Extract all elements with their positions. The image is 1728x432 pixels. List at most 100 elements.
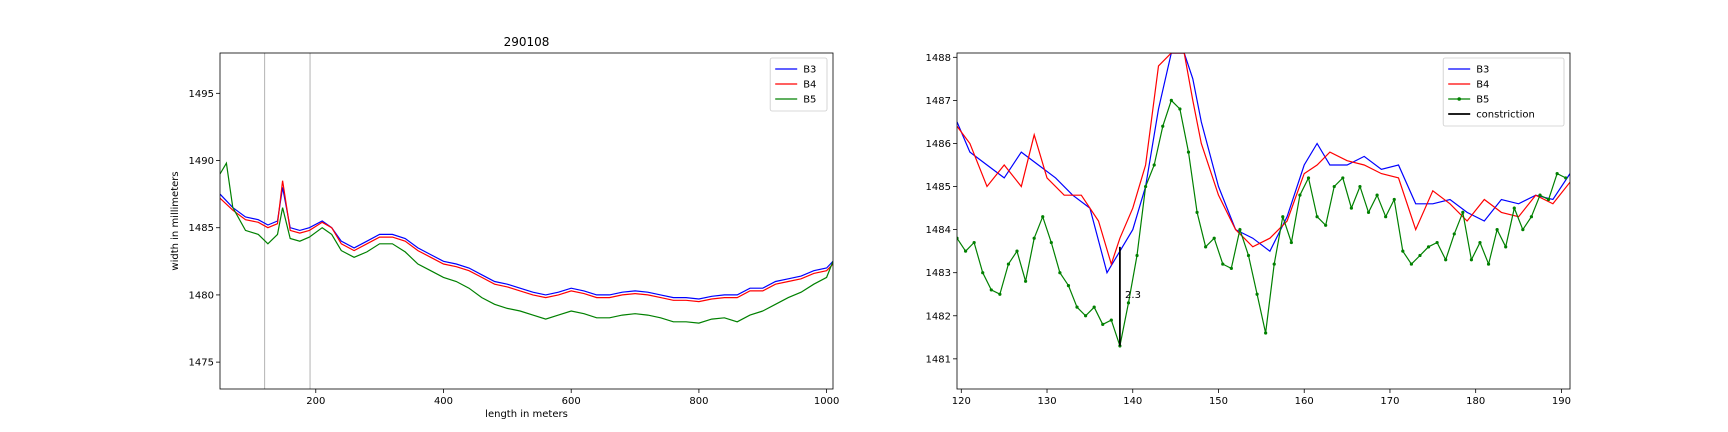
right-chart: 120 130 140 150 160 170 180 190 1481 1482 1483 1484…	[926, 52, 1571, 407]
axes-frame	[219, 52, 834, 390]
series-point-b5	[1375, 193, 1379, 197]
legend: B3 B4 B5	[769, 57, 828, 112]
series-line-b5	[957, 99, 1566, 349]
series-point-b5	[1332, 184, 1336, 189]
y-tick-label: 1484	[926, 225, 951, 236]
x-axis-label: length in meters	[485, 409, 568, 420]
series-point-b5	[981, 271, 985, 275]
series-point-b5	[1349, 206, 1353, 210]
series-point-b5	[1444, 258, 1448, 262]
axes-frame	[956, 52, 1571, 390]
series-point-b5	[1126, 301, 1131, 305]
series-point-b5	[1023, 279, 1028, 283]
series-point-b5	[1161, 124, 1165, 128]
series-point-b5	[1006, 262, 1011, 266]
x-tick-label: 160	[1295, 396, 1314, 407]
series-line-b3	[957, 53, 1570, 275]
series-point-b5	[1246, 253, 1251, 258]
series-point-b5	[1401, 249, 1405, 253]
series-point-b5	[1409, 262, 1413, 266]
series-point-b5	[1469, 258, 1474, 262]
legend-label: B5	[1476, 95, 1489, 106]
legend-label: B4	[803, 80, 816, 91]
series-point-b5	[1049, 240, 1053, 245]
y-tick-label: 1482	[926, 311, 951, 322]
series-point-b5	[1538, 193, 1542, 197]
y-tick-label: 1495	[189, 89, 214, 100]
series-point-b5	[1358, 184, 1362, 189]
series-point-b5	[1529, 215, 1534, 219]
series-point-b5	[1461, 210, 1465, 214]
series-point-b5	[1066, 284, 1071, 288]
y-tick-label: 1483	[926, 268, 951, 279]
series-point-b5	[1478, 240, 1482, 245]
series-point-b5	[1418, 253, 1422, 258]
series-point-b5	[1204, 245, 1208, 249]
x-tick-label: 150	[1209, 396, 1228, 407]
series-point-b5	[1366, 210, 1371, 214]
series-line-b5	[220, 161, 833, 324]
series-point-b5	[1144, 184, 1148, 189]
series-point-b5	[1109, 318, 1113, 322]
series-point-b5	[1135, 253, 1139, 258]
series-point-b5	[1041, 215, 1045, 219]
series-point-b5	[1058, 271, 1062, 275]
series-point-b5	[1229, 266, 1233, 270]
x-tick-label: 170	[1380, 396, 1399, 407]
series-point-b5	[1238, 228, 1242, 232]
series-point-b5	[1272, 262, 1276, 266]
series-point-b5	[1255, 292, 1259, 296]
series-point-b5	[1384, 215, 1388, 219]
series-point-b5	[1495, 228, 1499, 232]
series-point-b5	[1392, 197, 1396, 202]
legend-box	[1442, 57, 1565, 127]
series-point-b5	[1486, 262, 1491, 266]
series-point-b5	[1281, 215, 1285, 219]
series-point-b5	[1315, 215, 1319, 219]
series-point-b5	[1426, 245, 1431, 249]
x-tick-label: 130	[1037, 396, 1056, 407]
legend-label: B4	[1476, 80, 1489, 91]
series-point-b5	[1564, 176, 1568, 180]
series-line-b3	[220, 187, 833, 300]
plot-area	[220, 53, 833, 389]
legend-marker	[1457, 97, 1461, 101]
y-tick-label: 1486	[926, 139, 951, 150]
y-tick-label: 1480	[189, 290, 214, 301]
chart-title: 290108	[504, 35, 550, 49]
legend: B3 B4 B5 constriction	[1442, 57, 1565, 127]
series-point-b5	[1512, 206, 1516, 210]
series-point-b5	[1289, 240, 1293, 245]
y-tick-label: 1488	[926, 53, 951, 64]
y-tick-label: 1485	[926, 182, 951, 193]
series-point-b5	[1101, 322, 1105, 326]
series-point-b5	[1186, 150, 1191, 154]
legend-label: B3	[1476, 65, 1489, 76]
series-point-b5	[1178, 107, 1182, 111]
series-point-b5	[1452, 232, 1456, 236]
series-point-b5	[1212, 236, 1216, 240]
x-tick-label: 800	[689, 396, 708, 407]
legend-box	[769, 57, 828, 112]
x-tick-label: 1000	[814, 396, 839, 407]
y-tick-label: 1490	[189, 156, 214, 167]
series-point-b5	[1221, 262, 1225, 266]
series-point-b5	[1195, 210, 1199, 214]
series-point-b5	[1084, 314, 1088, 318]
series-point-b5	[972, 240, 976, 245]
legend-label: constriction	[1476, 110, 1535, 121]
series-point-b5	[1324, 223, 1328, 227]
y-tick-label: 1475	[189, 358, 214, 369]
y-tick-label: 1485	[189, 223, 214, 234]
x-tick-label: 190	[1552, 396, 1571, 407]
x-tick-label: 120	[952, 396, 971, 407]
series-point-b5	[989, 288, 993, 292]
x-tick-label: 140	[1123, 396, 1142, 407]
x-tick-label: 180	[1466, 396, 1485, 407]
y-axis-label: width in millimeters	[170, 171, 181, 270]
series-point-b5	[1032, 236, 1036, 240]
series-point-b5	[1075, 305, 1079, 309]
legend-label: B5	[803, 95, 816, 106]
left-chart: 290108 length in meters width in millimete…	[170, 35, 839, 420]
